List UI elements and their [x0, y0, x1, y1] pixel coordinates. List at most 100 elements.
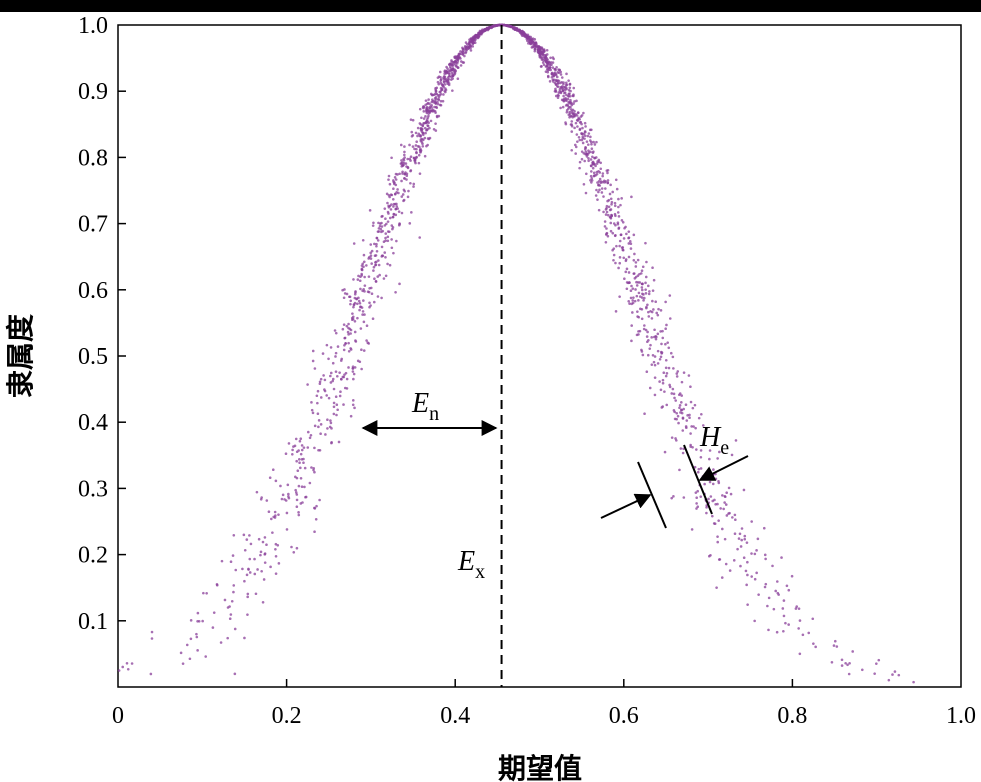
cloud-drop-point	[573, 143, 577, 147]
cloud-drop-point	[680, 394, 683, 397]
cloud-drop-point	[615, 244, 618, 248]
cloud-drop-point	[421, 144, 425, 148]
cloud-drop-point	[785, 584, 789, 588]
cloud-drop-point	[559, 73, 563, 76]
cloud-drop-point	[417, 132, 421, 136]
cloud-drop-point	[623, 277, 626, 281]
cloud-drop-point	[544, 70, 548, 73]
cloud-drop-point	[670, 496, 673, 500]
cloud-drop-point	[677, 393, 681, 397]
cloud-drop-point	[640, 269, 644, 273]
cloud-drop-point	[377, 263, 381, 267]
cloud-drop-point	[755, 549, 758, 552]
cloud-drop-point	[504, 24, 508, 27]
cloud-drop-point	[847, 672, 851, 676]
cloud-drop-point	[424, 103, 427, 107]
cloud-drop-point	[873, 672, 876, 675]
cloud-drop-point	[483, 28, 487, 32]
cloud-drop-point	[590, 147, 594, 151]
cloud-drop-point	[388, 216, 392, 220]
cloud-drop-point	[257, 537, 261, 541]
cloud-drop-point	[830, 660, 834, 664]
cloud-drop-point	[375, 236, 379, 240]
cloud-drop-point	[418, 236, 422, 239]
cloud-drop-point	[369, 251, 372, 255]
cloud-drop-point	[391, 227, 394, 231]
cloud-drop-point	[518, 29, 521, 32]
cloud-drop-point	[679, 447, 683, 450]
cloud-drop-point	[406, 166, 410, 170]
cloud-drop-point	[384, 217, 387, 220]
cloud-drop-point	[592, 171, 596, 175]
cloud-drop-point	[435, 115, 439, 119]
x-tick-label: 0.4	[440, 703, 470, 729]
cloud-drop-point	[601, 172, 605, 175]
cloud-drop-point	[243, 548, 247, 552]
y-tick-label: 1.0	[78, 13, 108, 39]
cloud-drop-point	[444, 72, 448, 75]
cloud-drop-point	[722, 507, 725, 511]
cloud-drop-point	[705, 506, 708, 509]
cloud-drop-point	[632, 296, 635, 299]
cloud-drop-point	[546, 58, 549, 61]
cloud-drop-point	[370, 292, 374, 296]
cloud-drop-point	[608, 208, 612, 212]
cloud-drop-point	[912, 680, 915, 684]
cloud-drop-point	[242, 533, 246, 537]
cloud-drop-point	[597, 160, 601, 163]
cloud-drop-point	[544, 54, 548, 57]
cloud-drop-point	[414, 131, 418, 135]
cloud-drop-point	[317, 448, 320, 452]
cloud-drop-point	[629, 247, 633, 250]
cloud-drop-point	[646, 303, 649, 307]
cloud-drop-point	[591, 166, 595, 170]
cloud-drop-point	[624, 270, 628, 274]
cloud-drop-point	[582, 111, 585, 115]
cloud-drop-point	[570, 123, 574, 126]
cloud-drop-point	[298, 439, 302, 443]
cloud-drop-point	[181, 662, 185, 665]
cloud-drop-point	[316, 401, 319, 405]
cloud-drop-point	[664, 366, 668, 370]
cloud-drop-point	[636, 281, 640, 284]
cloud-drop-point	[327, 396, 331, 400]
cloud-drop-point	[321, 352, 325, 355]
cloud-drop-point	[357, 299, 361, 303]
cloud-drop-point	[291, 452, 294, 456]
cloud-drop-point	[185, 643, 189, 647]
cloud-drop-point	[420, 137, 424, 141]
cloud-drop-point	[351, 365, 355, 368]
cloud-drop-point	[332, 401, 336, 405]
cloud-drop-point	[750, 552, 753, 555]
cloud-drop-point	[707, 497, 710, 501]
cloud-drop-point	[386, 230, 390, 233]
cloud-drop-point	[649, 343, 652, 347]
cloud-drop-point	[689, 432, 692, 435]
cloud-drop-point	[316, 412, 320, 416]
cloud-drop-point	[840, 658, 844, 662]
cloud-drop-point	[443, 69, 447, 72]
cloud-drops	[117, 23, 915, 684]
cloud-drop-point	[229, 613, 233, 616]
cloud-drop-point	[318, 498, 321, 502]
cloud-drop-point	[346, 330, 350, 334]
cloud-drop-point	[369, 254, 373, 257]
top-black-bar	[0, 0, 981, 12]
cloud-drop-point	[399, 162, 403, 165]
cloud-drop-point	[268, 476, 272, 480]
cloud-drop-point	[375, 244, 378, 248]
cloud-drop-point	[654, 300, 658, 304]
cloud-drop-point	[426, 116, 430, 119]
x-axis-ticks: 0 0.2 0.4 0.6 0.8 1.0	[112, 679, 976, 729]
cloud-drop-point	[259, 498, 263, 501]
cloud-drop-point	[195, 632, 198, 636]
cloud-drop-point	[718, 558, 722, 561]
cloud-drop-point	[401, 164, 405, 168]
cloud-drop-point	[397, 210, 401, 213]
cloud-drop-point	[587, 157, 590, 160]
cloud-drop-point	[580, 157, 584, 161]
cloud-drop-point	[673, 410, 676, 414]
cloud-drop-point	[647, 315, 651, 318]
cloud-drop-point	[335, 403, 339, 407]
